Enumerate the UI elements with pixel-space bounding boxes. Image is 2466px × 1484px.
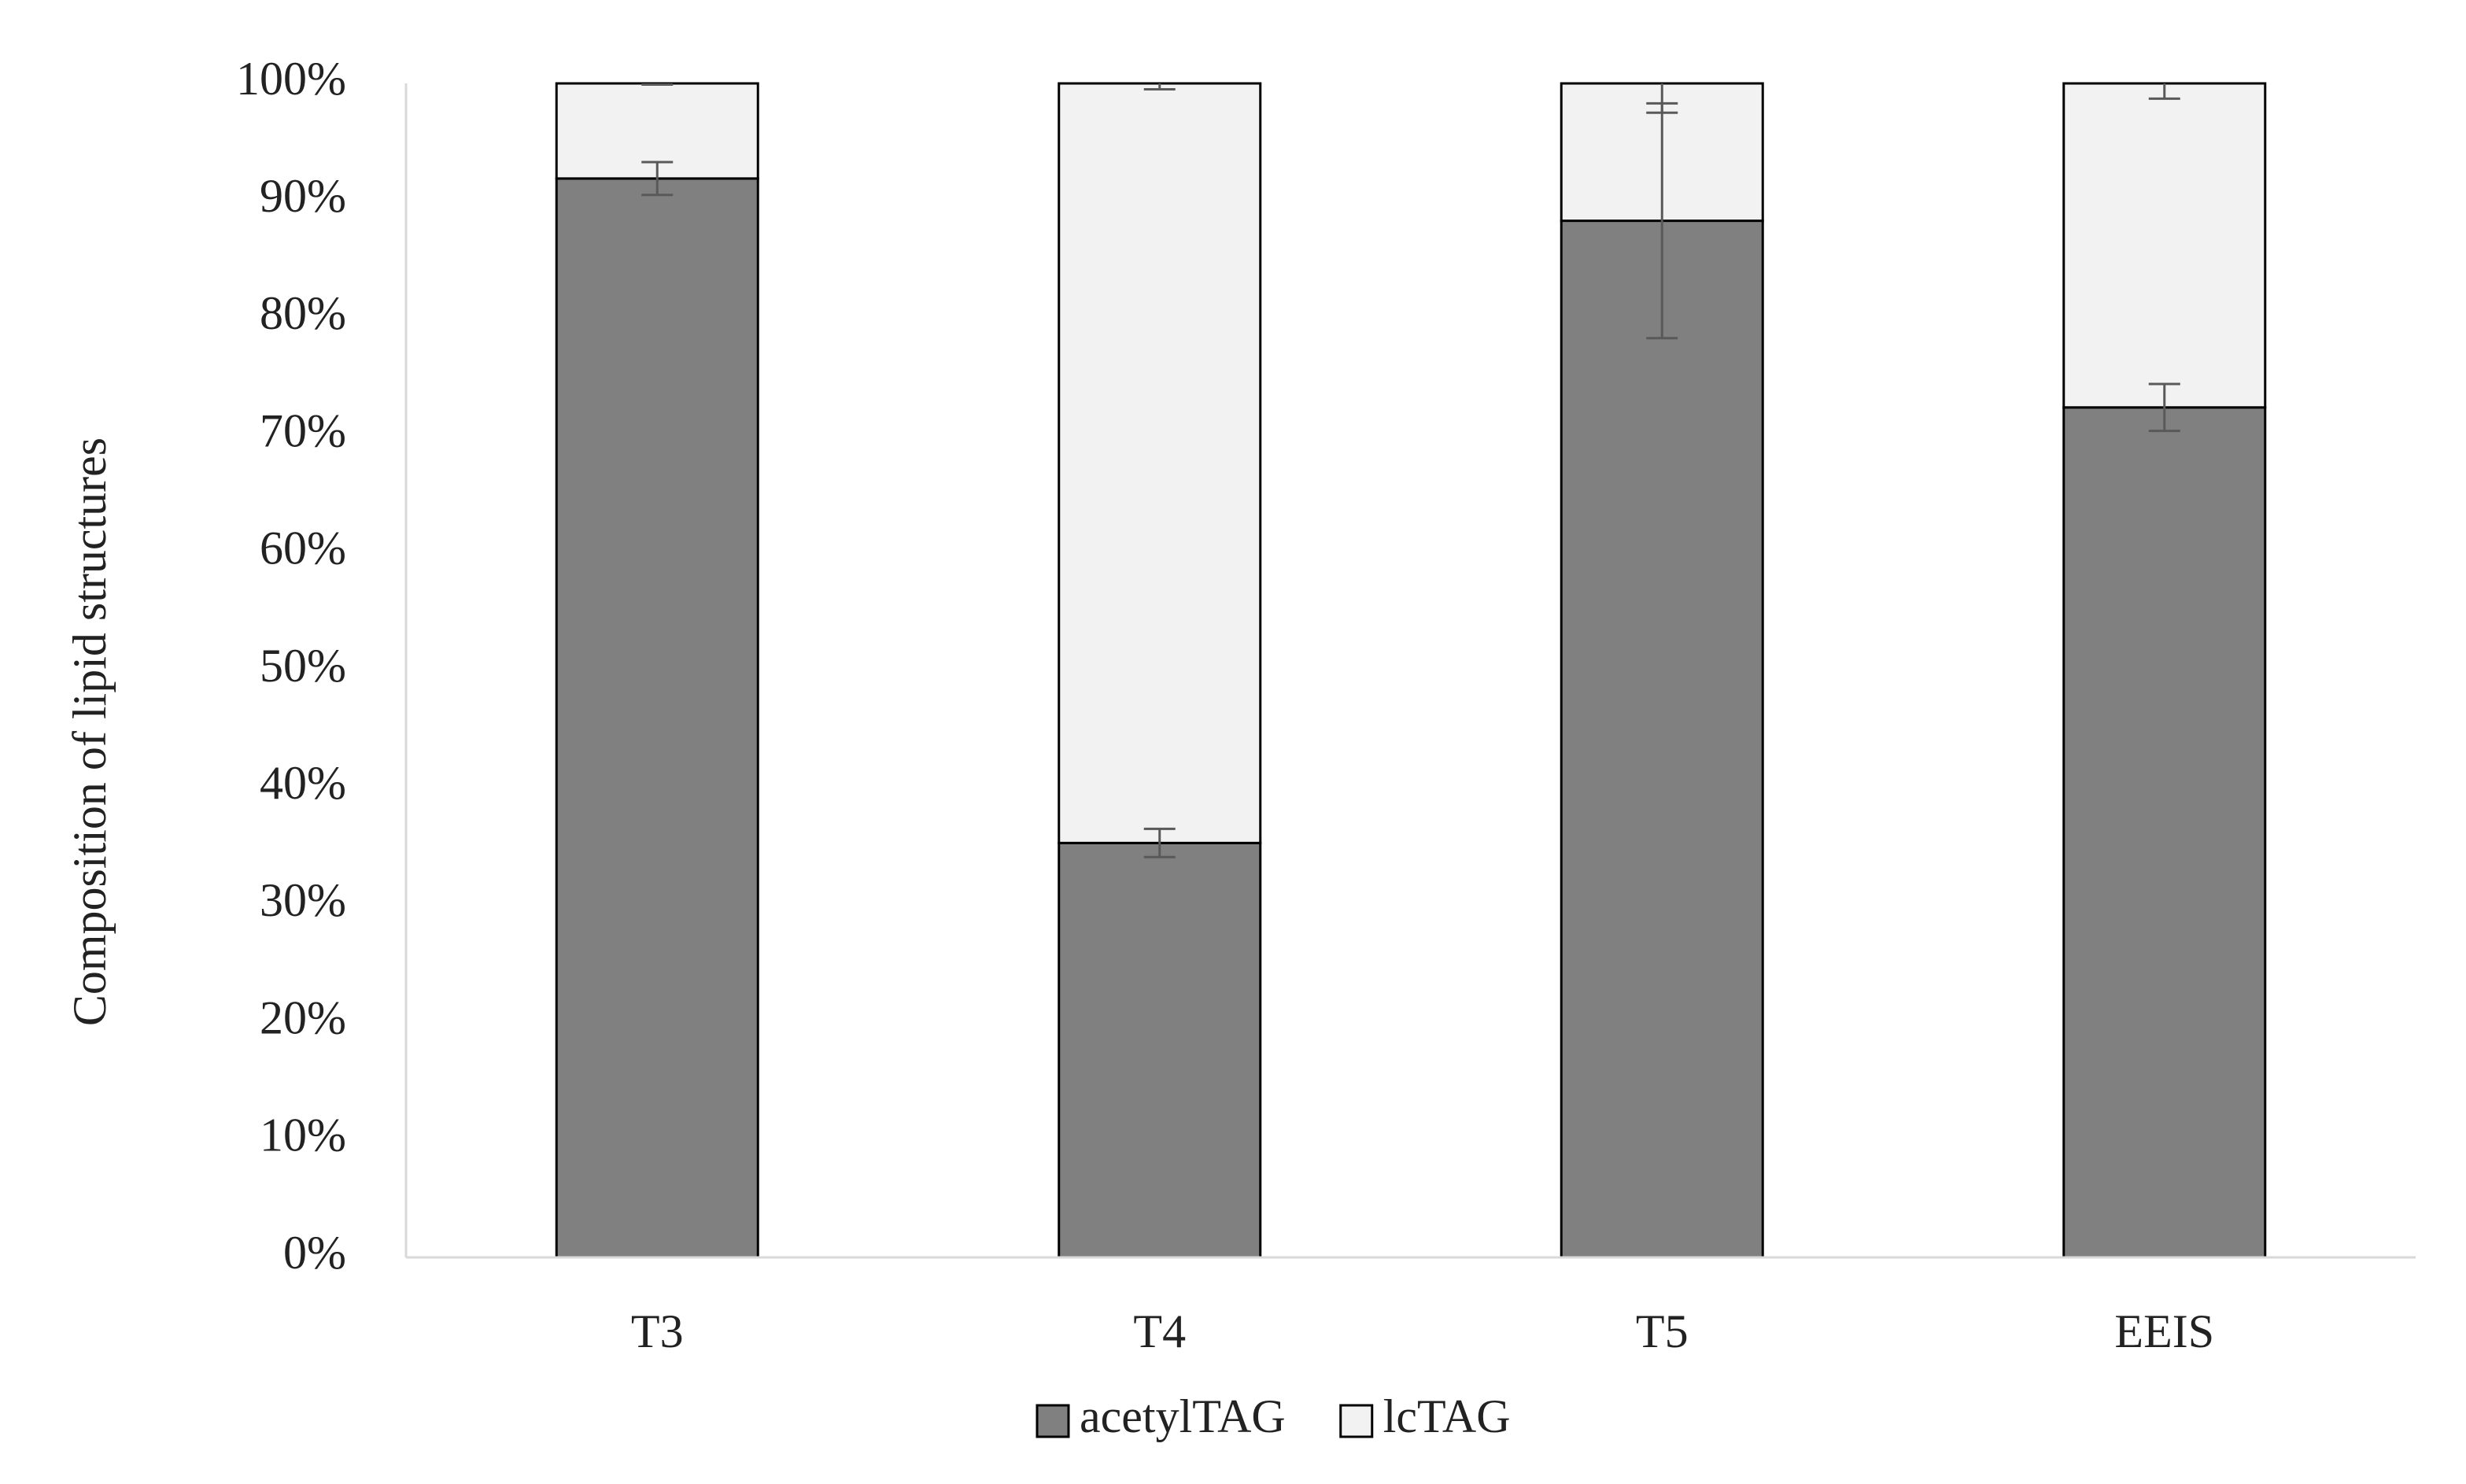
legend-label: lcTAG	[1383, 1390, 1511, 1442]
y-tick-label: 20%	[260, 991, 346, 1043]
y-tick-label: 50%	[260, 640, 346, 692]
error-bars	[641, 83, 2180, 858]
y-tick-label: 60%	[260, 522, 346, 574]
error-bar	[2148, 382, 2180, 433]
x-tick-label: T4	[1133, 1305, 1186, 1357]
y-tick-label: 30%	[260, 874, 346, 926]
error-bar	[2148, 83, 2180, 100]
y-tick-label: 40%	[260, 757, 346, 809]
legend-swatch	[1035, 1404, 1070, 1438]
bar-segment	[555, 177, 759, 1259]
y-tick-label: 80%	[260, 287, 346, 339]
legend-label: acetylTAG	[1080, 1390, 1286, 1442]
error-bar	[641, 83, 674, 86]
error-bar	[1143, 83, 1176, 90]
bar-segment	[1058, 82, 1262, 844]
x-tick-label: EEIS	[2114, 1305, 2214, 1357]
bars	[555, 82, 2267, 1259]
bar-segment	[1058, 841, 1262, 1259]
x-tick-label: T3	[631, 1305, 684, 1357]
bar-segment	[2062, 406, 2267, 1259]
bar-segment	[2062, 82, 2267, 409]
y-tick-label: 90%	[260, 170, 346, 222]
y-tick-label: 70%	[260, 404, 346, 456]
error-bar	[1143, 827, 1176, 858]
y-tick-label: 10%	[260, 1109, 346, 1161]
bar-segment	[1560, 220, 1764, 1259]
error-bar	[1646, 83, 1678, 114]
y-tick-label: 100%	[236, 53, 346, 105]
y-tick-label: 0%	[283, 1227, 346, 1279]
x-tick-label: T5	[1636, 1305, 1689, 1357]
legend-swatch	[1339, 1404, 1374, 1438]
y-axis-title: Composition of lipid structures	[64, 437, 116, 1026]
error-bar	[641, 161, 674, 197]
